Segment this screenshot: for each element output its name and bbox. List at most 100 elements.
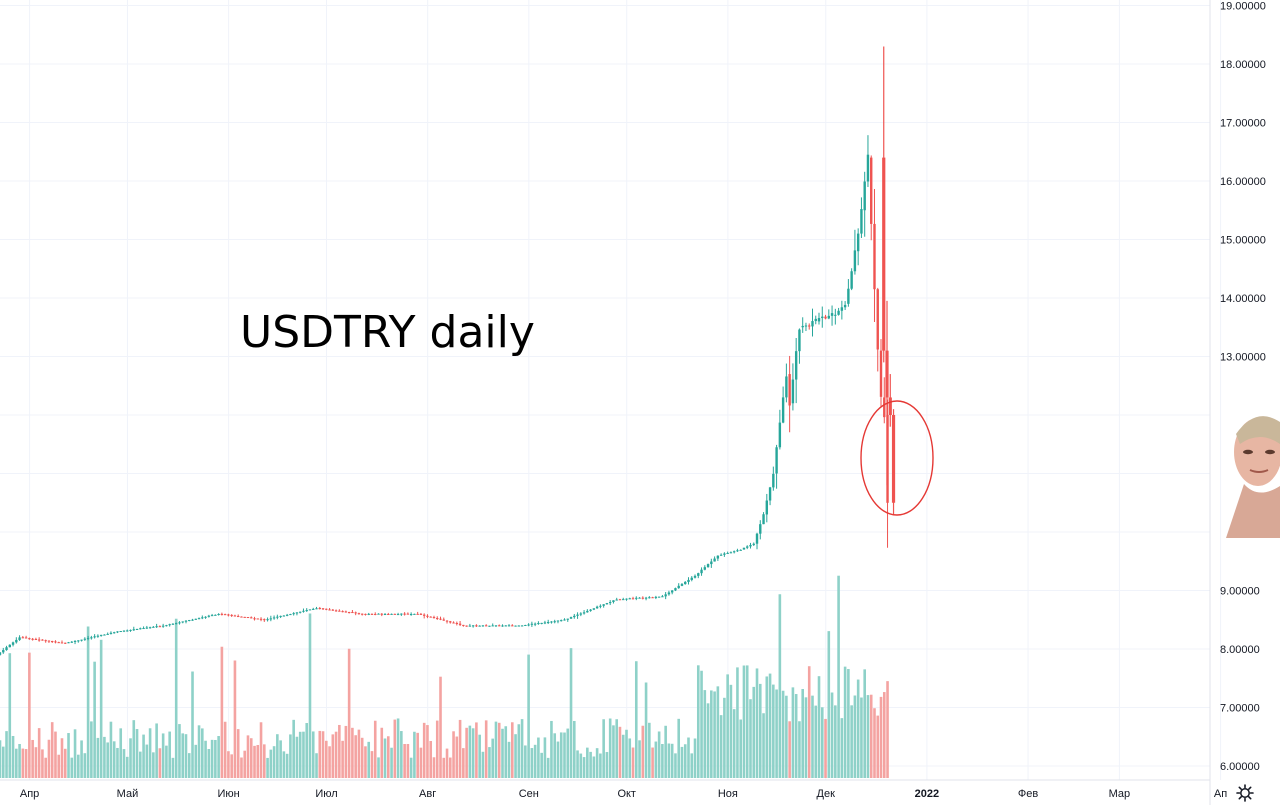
candle-body [778,422,782,448]
candle-body [840,307,844,311]
volume-bar [426,725,429,778]
candle-body [220,613,224,615]
candle-body [298,611,302,613]
candle-body [576,614,579,616]
candle-body [409,614,413,616]
candle-body [214,614,217,616]
volume-bar [723,697,726,778]
volume-bar [393,719,397,778]
volume-bar [778,594,782,778]
volume-bar [527,654,530,778]
volume-bar [445,748,449,778]
candle-body [504,625,507,627]
gear-icon[interactable] [1236,784,1254,802]
candle-body [595,606,599,609]
candle-body [383,614,387,616]
volume-bar [194,744,198,778]
candle-body [455,622,459,624]
candle-body [622,599,625,601]
volume-bar [530,748,534,778]
volume-bar [582,757,586,778]
candle-body [742,547,746,550]
volume-bar [305,723,309,778]
volume-bar [683,744,687,778]
candle-body [462,624,465,626]
candle-body [292,613,295,615]
volume-bar [11,735,15,778]
volume-bar [847,669,850,778]
volume-bar [145,744,149,778]
candle-body [325,608,328,610]
candle-body [755,533,759,544]
candle-body [569,617,573,619]
volume-bar [15,748,18,778]
candle-body [719,554,723,556]
volume-bar [540,752,543,778]
candle-body [524,624,527,626]
highlight-circle [860,400,934,516]
candle-body [468,625,472,627]
volume-bar [77,754,80,778]
volume-bar [843,666,847,778]
volume-bar [703,690,707,778]
volume-bar [641,725,645,778]
volume-bar [752,686,756,778]
candle-body [432,617,436,619]
candle-body [37,639,41,641]
candle-body [560,620,563,622]
x-tick-label: Фев [1018,788,1038,800]
volume-bar [217,736,220,778]
candle-body [716,555,720,559]
candle-body [674,588,677,591]
candle-body [236,616,240,618]
volume-bar [693,738,697,778]
volume-bar [31,739,34,778]
volume-bar [758,683,762,778]
candle-body [876,289,879,350]
volume-bar [439,676,442,778]
volume-bar [28,652,31,778]
candle-body [155,626,158,628]
candle-body [478,625,481,627]
volume-bar [605,752,609,778]
candle-body [475,625,478,627]
volume-bar [791,687,795,778]
candle-body [380,613,383,615]
volume-bar [602,719,605,778]
candle-body [533,623,537,625]
candle-body [863,181,866,211]
candle-body [308,609,312,611]
volume-bar [103,736,106,778]
volume-bar [432,757,436,778]
candle-body [28,638,31,640]
candle-body [351,612,354,614]
volume-bar [781,690,785,778]
volume-bar [73,729,77,778]
candle-body [406,613,410,615]
x-tick-label: Сен [519,788,539,800]
candle-body [635,597,638,599]
volume-bar [187,753,191,778]
y-tick-label: 15.00000 [1220,235,1266,247]
volume-bar [34,747,38,778]
candle-body [759,524,762,534]
candle-body [592,608,596,610]
volume-bar [125,756,129,778]
candle-body [821,316,824,319]
volume-bar [618,726,622,778]
candle-body [18,637,21,640]
candle-body [739,549,742,551]
candle-body [856,233,860,252]
volume-bar [109,721,113,778]
candle-body [312,608,315,610]
candle-body [664,594,667,597]
candle-body [429,616,432,618]
volume-bar [572,720,576,778]
candle-body [370,613,374,615]
candle-body [788,374,791,406]
volume-bar [318,730,322,778]
candle-body [282,615,286,617]
volume-bar [824,718,827,778]
volume-bar [1,746,5,778]
volume-bar [435,720,439,778]
